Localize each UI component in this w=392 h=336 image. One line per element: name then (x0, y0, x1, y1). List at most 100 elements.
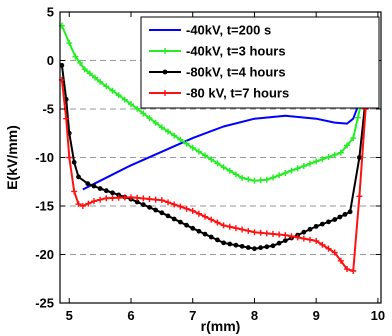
data-point (189, 144, 196, 151)
data-point (350, 135, 357, 142)
data-point (140, 195, 147, 202)
data-point (331, 151, 338, 158)
data-point (208, 234, 214, 240)
data-point (202, 231, 208, 237)
x-tick-label: 6 (127, 308, 134, 323)
data-point (127, 194, 134, 201)
data-point (300, 163, 307, 170)
data-point (319, 241, 326, 248)
data-point (356, 193, 363, 200)
x-tick-label: 9 (313, 308, 320, 323)
data-point (350, 267, 357, 274)
data-point (325, 245, 332, 252)
data-point (171, 132, 178, 139)
data-point (134, 194, 141, 201)
data-point (115, 92, 122, 99)
data-point (227, 241, 233, 247)
data-point (59, 62, 65, 68)
data-point (307, 236, 314, 243)
data-point (140, 202, 146, 208)
data-point (71, 188, 78, 195)
data-point (85, 181, 91, 187)
data-point (147, 204, 152, 210)
data-point (81, 66, 88, 73)
data-point (344, 142, 351, 149)
data-point (165, 128, 172, 135)
data-point (337, 257, 344, 264)
data-point (347, 209, 353, 215)
data-point (307, 226, 313, 232)
data-point (146, 115, 153, 122)
data-point (337, 149, 344, 156)
data-point (134, 105, 141, 112)
data-point (294, 234, 301, 241)
data-point (190, 225, 196, 231)
data-point (184, 222, 189, 228)
data-point (245, 245, 251, 250)
series-4 (58, 60, 380, 274)
data-point (115, 194, 122, 201)
data-point (264, 244, 270, 250)
data-point (103, 188, 109, 194)
data-point (91, 183, 97, 189)
data-point (331, 249, 338, 256)
data-point (269, 230, 276, 237)
data-point (177, 203, 184, 210)
data-point (140, 110, 147, 117)
data-point (251, 229, 258, 236)
y-tick-label: 5 (47, 5, 54, 20)
data-point (300, 235, 307, 242)
data-point (165, 199, 172, 206)
data-point (72, 53, 79, 60)
data-point (276, 172, 283, 179)
data-point (245, 176, 252, 183)
y-tick-label: -5 (42, 102, 54, 117)
data-point (269, 174, 276, 181)
data-point (195, 210, 202, 217)
data-point (91, 74, 98, 81)
data-point (226, 223, 233, 230)
data-point (63, 115, 70, 122)
data-point (239, 174, 246, 181)
legend-item: -80 kV, t=7 hours (149, 86, 289, 101)
y-tick-label: -10 (35, 150, 54, 165)
x-tick-label: 8 (251, 308, 258, 323)
legend-label: -40kV, t=200 s (186, 23, 271, 38)
data-point (276, 240, 282, 246)
data-point (171, 216, 177, 222)
data-point (103, 83, 110, 90)
series-2 (58, 22, 378, 184)
data-point (337, 214, 343, 220)
data-point (251, 177, 258, 184)
data-point (239, 226, 246, 233)
data-point (257, 229, 264, 236)
data-point (233, 242, 239, 248)
data-point (313, 158, 320, 165)
data-point (288, 233, 295, 240)
data-point (307, 160, 314, 167)
data-point (196, 228, 202, 234)
data-point (183, 205, 190, 212)
data-point (158, 197, 165, 204)
legend-item: -80kV, t=4 hours (149, 65, 286, 80)
data-point (152, 119, 159, 126)
data-point (75, 201, 82, 208)
y-tick-label: -20 (35, 247, 54, 262)
data-point (319, 156, 326, 163)
y-tick-label: -15 (35, 199, 54, 214)
data-point (257, 177, 264, 184)
data-point (195, 148, 202, 155)
data-point (85, 200, 92, 207)
data-point (86, 70, 93, 77)
data-point (263, 230, 270, 237)
data-point (121, 194, 128, 201)
data-point (103, 195, 110, 202)
series-layer (58, 22, 380, 274)
data-point (97, 78, 104, 85)
data-point (342, 212, 348, 217)
data-point (90, 198, 97, 205)
data-point (158, 124, 165, 131)
x-tick-label: 7 (189, 308, 196, 323)
legend-marker (162, 90, 168, 96)
